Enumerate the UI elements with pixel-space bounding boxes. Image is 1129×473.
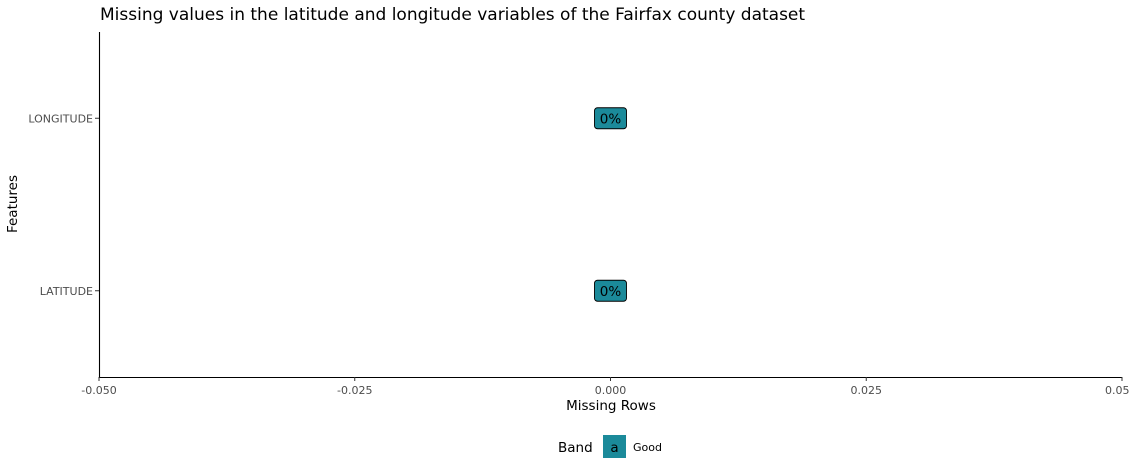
- data-label-box: [594, 107, 627, 130]
- legend: Band a Good: [558, 435, 662, 458]
- x-axis-title: Missing Rows: [566, 398, 656, 414]
- legend-title: Band: [558, 440, 593, 456]
- y-tick-label: LATITUDE: [40, 285, 93, 298]
- data-label-box: [594, 279, 627, 302]
- x-tick-label: 0.000: [595, 384, 627, 397]
- legend-label-good: Good: [633, 441, 662, 454]
- data-marks: 0% 0%: [594, 107, 627, 302]
- y-axis-title: Features: [5, 175, 21, 233]
- x-tick-label: 0.050: [1105, 384, 1129, 397]
- y-axis-ticks: LONGITUDE LATITUDE: [28, 112, 99, 298]
- x-tick-label: -0.050: [81, 384, 116, 397]
- data-label: 0%: [600, 111, 622, 127]
- chart-title: Missing values in the latitude and longi…: [100, 5, 805, 25]
- plot-area: -0.050 -0.025 0.000 0.025 0.050 LONGITUDE LAT…: [28, 32, 1129, 397]
- y-tick-label: LONGITUDE: [28, 112, 93, 125]
- legend-key-letter: a: [610, 440, 618, 456]
- x-tick-label: -0.025: [337, 384, 372, 397]
- x-tick-label: 0.025: [851, 384, 883, 397]
- legend-key-good: [603, 435, 626, 458]
- data-label: 0%: [600, 284, 622, 300]
- x-axis-ticks: -0.050 -0.025 0.000 0.025 0.050: [81, 377, 1129, 397]
